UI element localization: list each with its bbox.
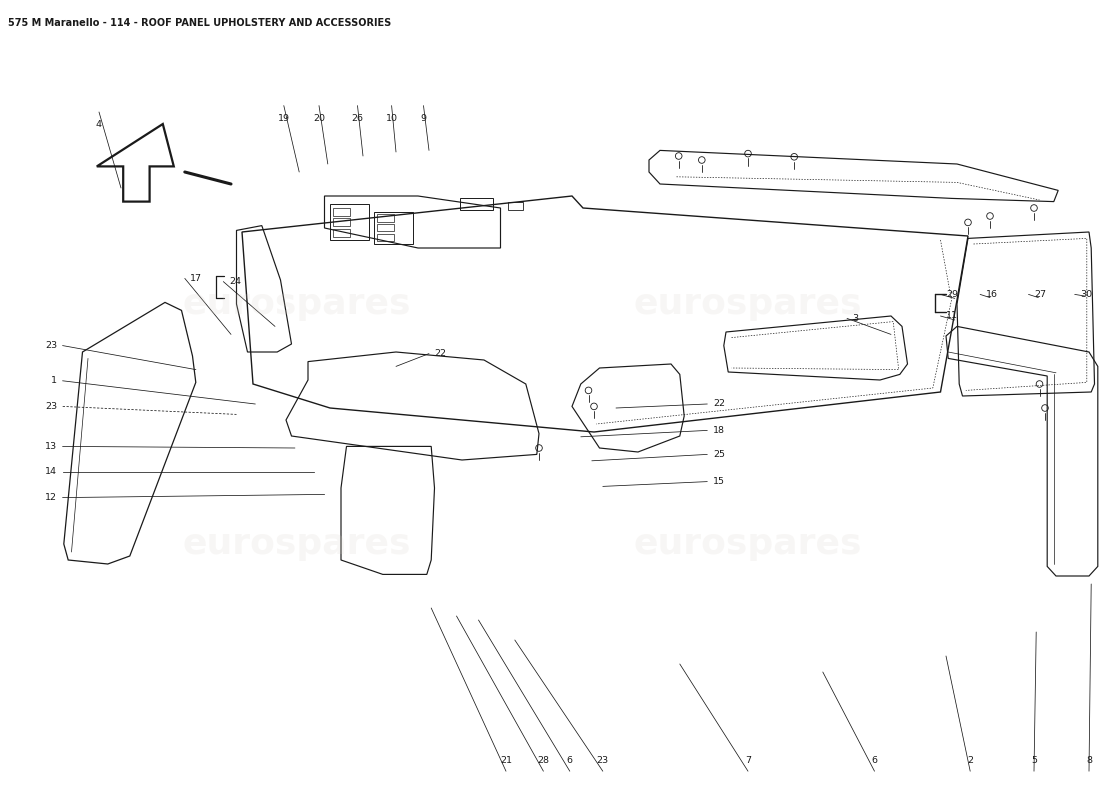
Text: 7: 7: [745, 756, 751, 765]
Text: 8: 8: [1086, 756, 1092, 765]
Text: 24: 24: [229, 277, 241, 286]
Text: 5: 5: [1031, 756, 1037, 765]
Text: 3: 3: [852, 314, 859, 323]
Text: 23: 23: [45, 341, 57, 350]
Text: 18: 18: [713, 426, 725, 435]
Text: 12: 12: [45, 493, 57, 502]
Text: 10: 10: [386, 114, 397, 122]
Text: 1: 1: [52, 376, 57, 386]
Text: 13: 13: [45, 442, 57, 451]
Text: 22: 22: [713, 399, 725, 409]
Text: 27: 27: [1034, 290, 1046, 299]
Text: 17: 17: [190, 274, 202, 283]
Text: 22: 22: [434, 349, 447, 358]
Text: 9: 9: [420, 114, 427, 122]
Text: 23: 23: [596, 756, 609, 765]
Text: eurospares: eurospares: [183, 287, 411, 321]
Text: 575 M Maranello - 114 - ROOF PANEL UPHOLSTERY AND ACCESSORIES: 575 M Maranello - 114 - ROOF PANEL UPHOL…: [8, 18, 392, 28]
Text: eurospares: eurospares: [634, 527, 862, 561]
Text: eurospares: eurospares: [183, 527, 411, 561]
Text: eurospares: eurospares: [634, 287, 862, 321]
Text: 19: 19: [278, 114, 289, 122]
Text: 15: 15: [713, 477, 725, 486]
Text: 11: 11: [946, 311, 958, 321]
Text: 14: 14: [45, 467, 57, 477]
Text: 20: 20: [314, 114, 324, 122]
Text: 4: 4: [96, 120, 102, 129]
Text: 16: 16: [986, 290, 998, 299]
Text: 6: 6: [566, 756, 573, 765]
Text: 26: 26: [352, 114, 363, 122]
Text: 25: 25: [713, 450, 725, 459]
Text: 21: 21: [500, 756, 512, 765]
Text: 30: 30: [1080, 290, 1092, 299]
Text: 28: 28: [538, 756, 549, 765]
Text: 2: 2: [967, 756, 974, 765]
Text: 23: 23: [45, 402, 57, 411]
Text: 29: 29: [946, 290, 958, 299]
Text: 6: 6: [871, 756, 878, 765]
